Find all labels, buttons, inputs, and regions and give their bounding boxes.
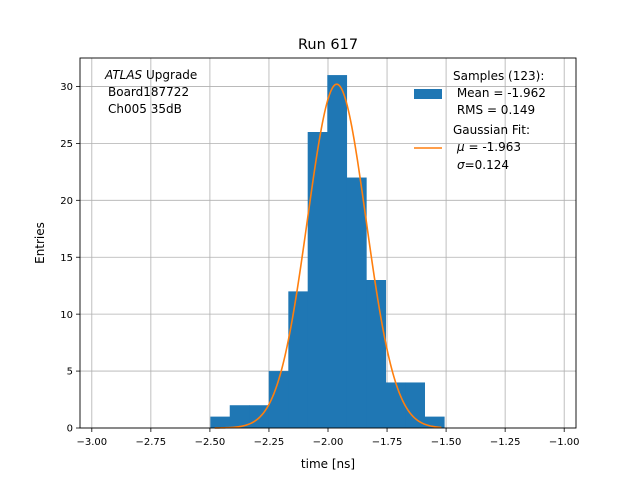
y-tick-label: 20 — [60, 196, 73, 207]
chart-title: Run 617 — [298, 37, 358, 53]
y-tick-label: 25 — [60, 139, 73, 150]
x-tick-label: −3.00 — [76, 437, 107, 448]
x-tick-label: −2.75 — [136, 437, 167, 448]
y-tick-label: 15 — [60, 253, 73, 264]
annotation-board: Board187722 — [108, 85, 189, 99]
x-tick-label: −1.75 — [372, 437, 403, 448]
y-tick-label: 30 — [60, 82, 73, 93]
annotation-line-1: ATLAS Upgrade — [104, 68, 197, 82]
histogram-bar — [424, 416, 445, 428]
y-tick-label: 5 — [67, 367, 73, 378]
legend-mu-value: = -1.963 — [465, 140, 521, 154]
histogram-bar — [366, 280, 387, 428]
annotation-atlas: ATLAS — [104, 68, 143, 82]
histogram-bar — [268, 371, 289, 428]
legend-mu-symbol: μ — [456, 140, 465, 154]
atlas-annotation: ATLAS Upgrade Board187722 Ch005 35dB — [104, 68, 197, 116]
y-tick-label: 0 — [67, 424, 73, 435]
x-axis-label: time [ns] — [301, 457, 355, 471]
x-axis-ticks: −3.00 −2.75 −2.50 −2.25 −2.00 −1.75 −1.50 −1.25… — [76, 428, 580, 448]
legend-samples-line-2: Mean = -1.962 — [453, 86, 546, 100]
legend-samples-line-1: Samples (123): — [453, 69, 544, 83]
y-axis-label: Entries — [33, 222, 47, 264]
x-tick-label: −1.25 — [490, 437, 521, 448]
annotation-channel: Ch005 35dB — [108, 102, 182, 116]
x-tick-label: −2.00 — [313, 437, 344, 448]
x-tick-label: −1.00 — [549, 437, 580, 448]
histogram-bar — [385, 382, 406, 428]
histogram-bar — [405, 382, 426, 428]
histogram-bar — [346, 177, 367, 428]
legend-fit-line-1: Gaussian Fit: — [453, 123, 530, 137]
histogram-bar — [229, 405, 250, 428]
legend-samples-swatch — [414, 89, 442, 99]
y-tick-label: 10 — [60, 310, 73, 321]
legend-sigma-value: =0.124 — [465, 158, 509, 172]
annotation-upgrade: Upgrade — [142, 68, 197, 82]
legend: Samples (123): Mean = -1.962 RMS = 0.149… — [414, 69, 546, 172]
legend-samples-line-3: RMS = 0.149 — [453, 103, 535, 117]
histogram-bar — [307, 132, 328, 428]
x-tick-label: −1.50 — [431, 437, 462, 448]
legend-fit-line-3: σ=0.124 — [457, 158, 509, 172]
x-tick-label: −2.25 — [254, 437, 285, 448]
histogram-bars — [210, 75, 445, 429]
gaussian-fit-curve — [214, 83, 442, 429]
histogram-bar — [288, 291, 309, 428]
histogram-bar — [327, 75, 348, 429]
x-tick-label: −2.50 — [195, 437, 226, 448]
y-axis-ticks: 0 5 10 15 20 25 30 — [60, 82, 80, 435]
legend-fit-line-2: μ = -1.963 — [456, 140, 521, 154]
legend-sigma-symbol: σ — [457, 158, 465, 172]
histogram-bar — [210, 416, 231, 428]
